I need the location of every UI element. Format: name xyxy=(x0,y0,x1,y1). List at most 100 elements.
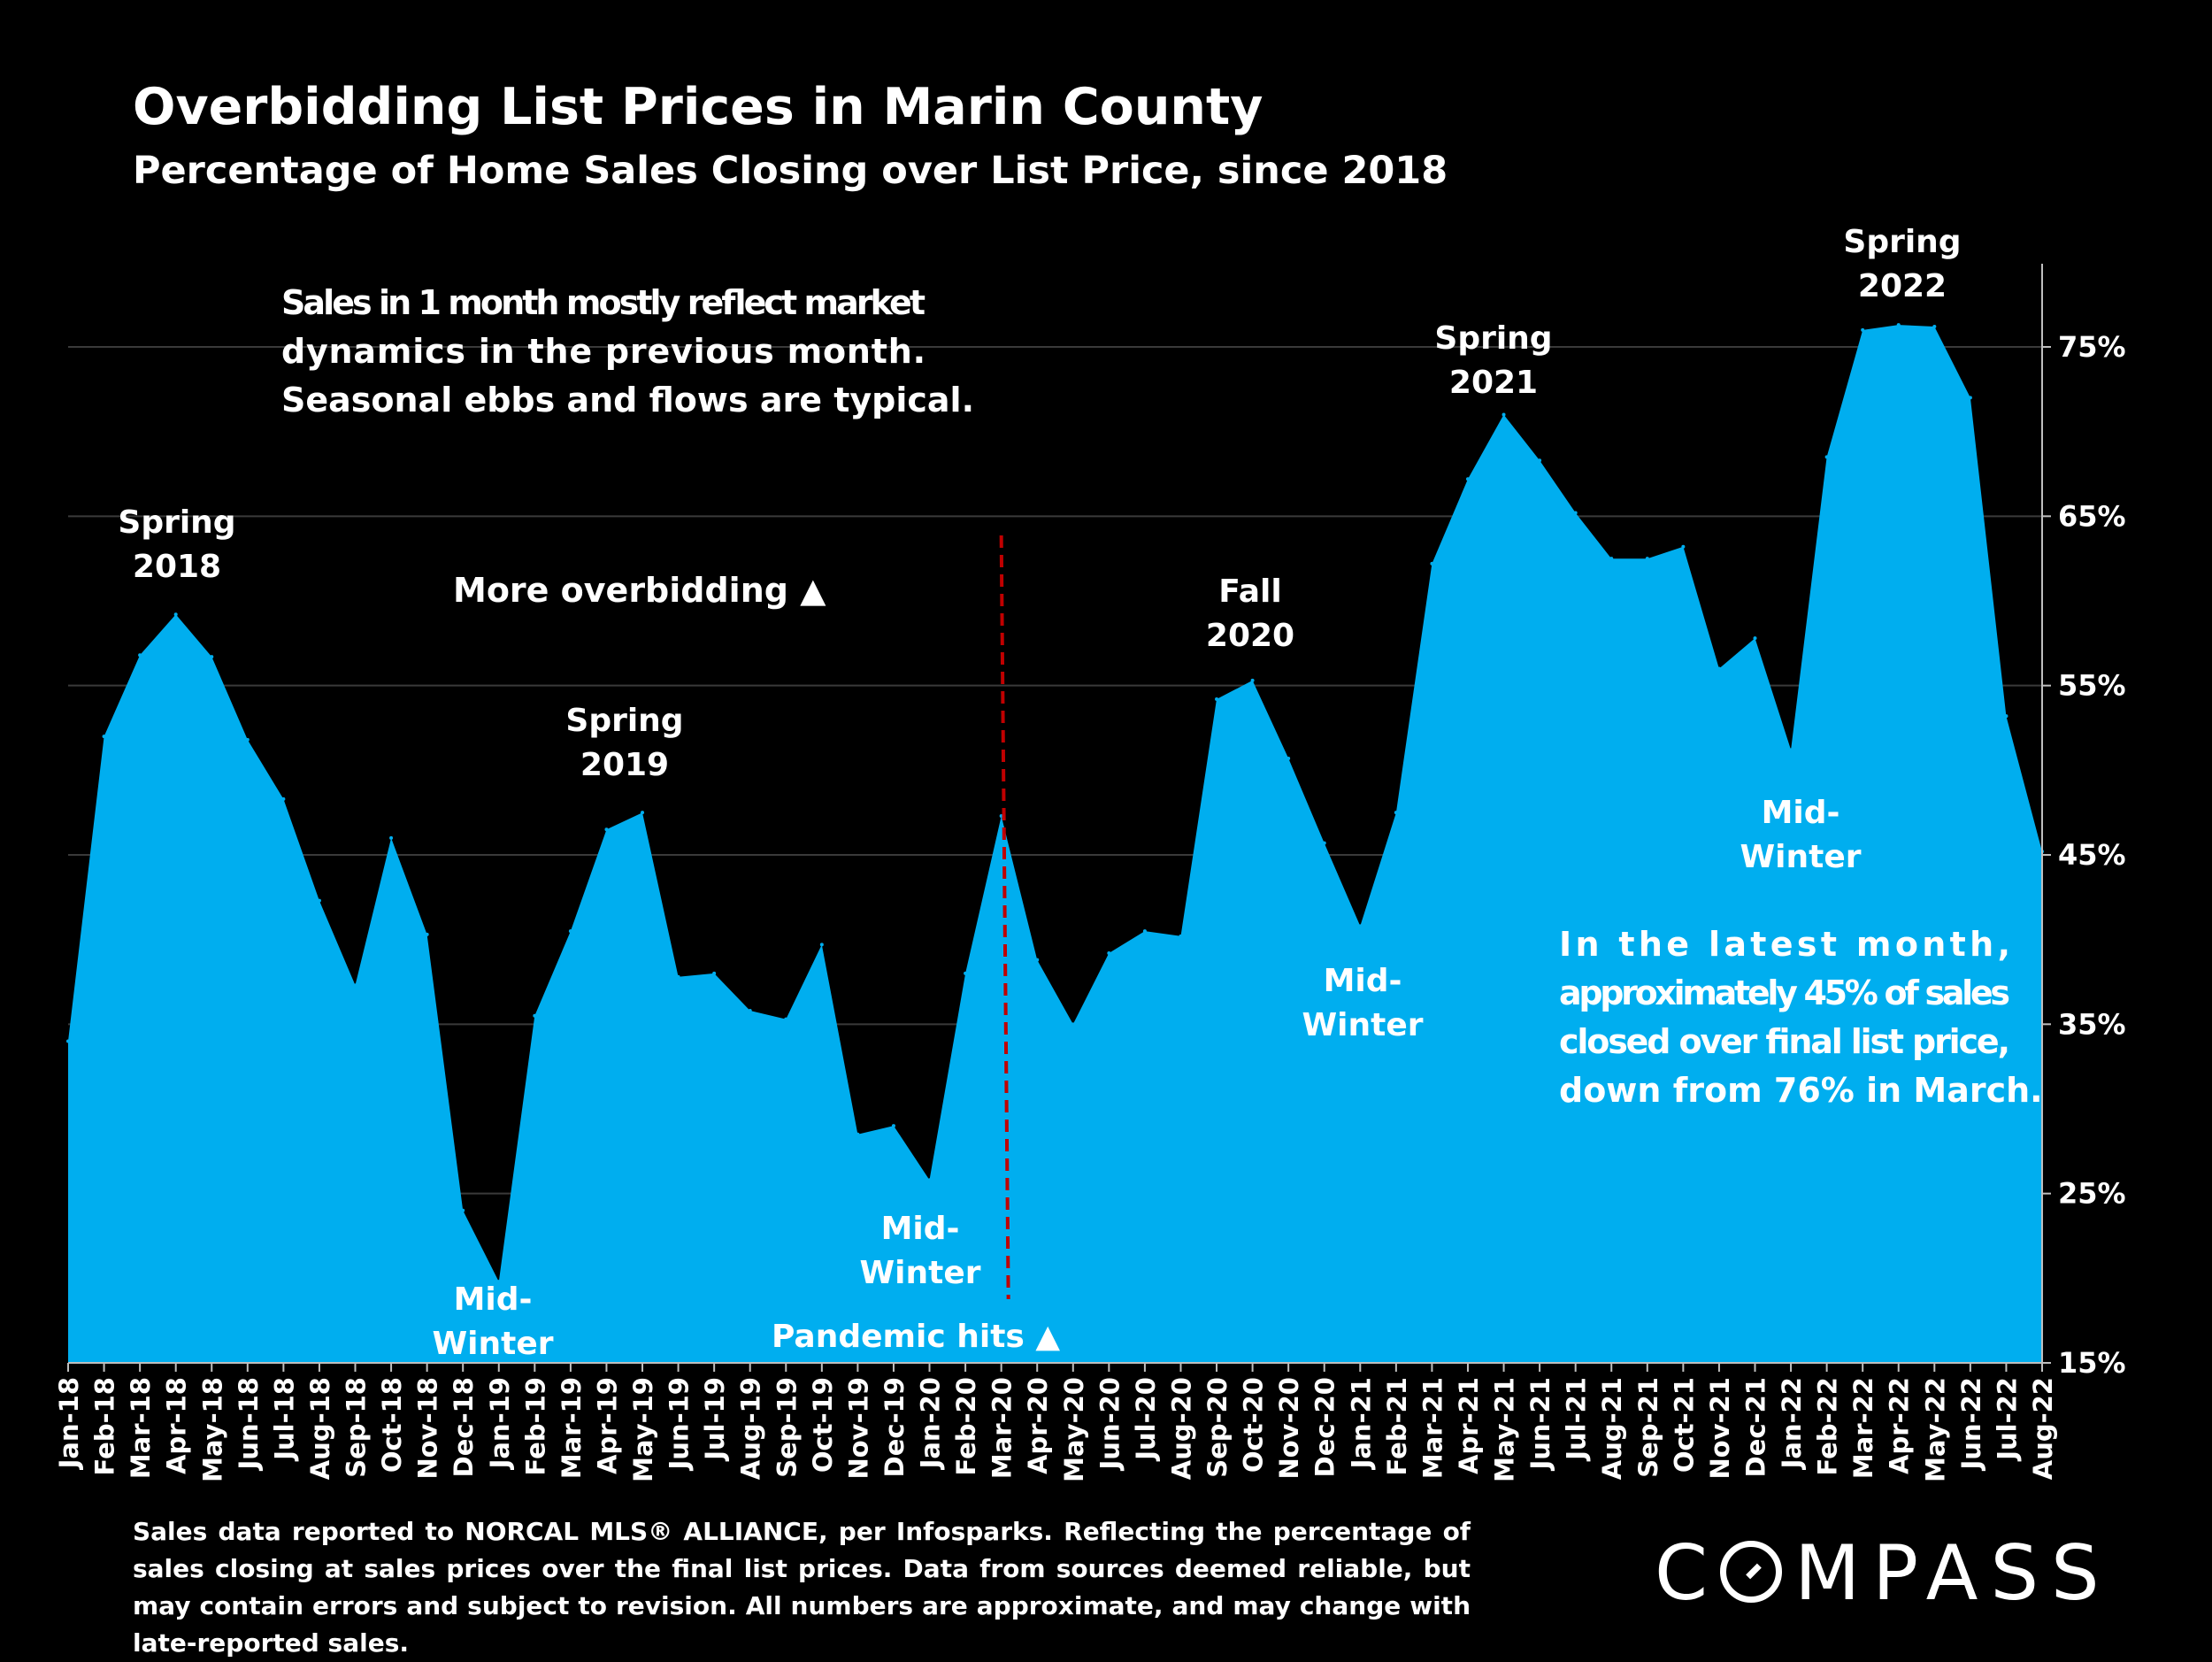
x-tick-label: Mar-18 xyxy=(126,1377,156,1479)
data-point-Nov-18 xyxy=(425,932,429,936)
note-intro-line-2: dynamics in the previous month. xyxy=(281,332,926,371)
data-point-May-18 xyxy=(210,655,214,659)
data-point-May-19 xyxy=(641,811,645,815)
note-intro-line-1: Sales in 1 month mostly reflect market xyxy=(281,283,926,322)
data-point-Sep-18 xyxy=(353,983,357,988)
spring2019-line-1: Spring xyxy=(565,703,683,739)
x-tick-label: Jan-21 xyxy=(1346,1377,1376,1470)
x-tick-label: Apr-19 xyxy=(592,1377,622,1474)
x-tick-label: May-19 xyxy=(628,1377,658,1482)
data-point-Mar-22 xyxy=(1861,327,1865,332)
fall2020-line-2: 2020 xyxy=(1206,618,1294,654)
x-tick-label: Nov-21 xyxy=(1705,1377,1735,1480)
spring2018-line-1: Spring xyxy=(118,504,235,541)
data-point-Sep-20 xyxy=(1215,696,1219,701)
spring2022-line-2: 2022 xyxy=(1858,268,1947,304)
x-tick-label: May-20 xyxy=(1059,1377,1089,1482)
data-point-Jun-18 xyxy=(245,737,250,742)
x-tick-label: Dec-18 xyxy=(449,1377,479,1477)
data-point-May-21 xyxy=(1502,412,1506,417)
data-point-Aug-19 xyxy=(748,1009,752,1013)
data-point-Jan-22 xyxy=(1789,748,1793,752)
x-tick-label: Jul-19 xyxy=(700,1377,730,1462)
data-point-Nov-20 xyxy=(1286,756,1291,760)
x-tick-label: Jul-18 xyxy=(269,1377,299,1462)
x-tick-label: Dec-20 xyxy=(1310,1377,1340,1477)
x-tick-label: Mar-19 xyxy=(557,1377,587,1479)
data-point-Jul-20 xyxy=(1142,929,1147,934)
fall2020-line-1: Fall xyxy=(1218,573,1281,610)
data-point-Apr-20 xyxy=(1035,958,1040,962)
x-tick-label: Jan-22 xyxy=(1777,1377,1807,1470)
x-tick-label: May-21 xyxy=(1490,1377,1520,1482)
data-point-Dec-18 xyxy=(461,1208,465,1212)
data-point-Dec-20 xyxy=(1322,841,1326,845)
spring2022-line-1: Spring xyxy=(1843,224,1961,260)
x-tick-label: Nov-19 xyxy=(843,1377,873,1480)
y-tick-label: 65% xyxy=(2058,499,2126,533)
x-tick-label: Aug-22 xyxy=(2028,1377,2058,1480)
data-point-Feb-19 xyxy=(533,1013,537,1018)
x-tick-label: Mar-22 xyxy=(1848,1377,1878,1479)
pandemic-label: Pandemic hits ▲ xyxy=(772,1319,1060,1355)
x-tick-labels: Jan-18 Feb-18 Mar-18 Apr-18 May-18 Jun-18 Jul-… xyxy=(54,1377,2058,1482)
x-tick-label: Oct-19 xyxy=(808,1377,838,1473)
data-point-Oct-21 xyxy=(1681,544,1686,549)
x-tick-label: Jul-20 xyxy=(1131,1377,1161,1462)
data-point-Jan-18 xyxy=(66,1039,70,1043)
data-point-Oct-20 xyxy=(1250,678,1255,682)
data-point-Jan-19 xyxy=(496,1280,501,1284)
data-point-Jun-22 xyxy=(1968,396,1972,400)
logo-o-icon xyxy=(1720,1541,1783,1603)
latest-line-4: down from 76% in March. xyxy=(1559,1071,2043,1110)
spring2019-line-2: 2019 xyxy=(580,747,669,783)
annotations: Sales in 1 month mostly reflect market d… xyxy=(118,224,2042,1362)
data-point-Sep-21 xyxy=(1645,557,1649,561)
series-area xyxy=(68,325,2042,1364)
data-point-Feb-21 xyxy=(1394,811,1398,815)
x-tick-label: Jan-18 xyxy=(54,1377,84,1470)
data-point-Mar-18 xyxy=(138,653,142,658)
latest-line-2: approximately 45% of sales xyxy=(1559,973,2010,1012)
x-tick-label: Jun-20 xyxy=(1094,1377,1125,1471)
midwinter2-line-2: Winter xyxy=(859,1255,980,1291)
x-tick-label: Feb-19 xyxy=(520,1377,550,1475)
x-tick-label: Jun-22 xyxy=(1956,1377,1986,1471)
x-tick-label: Jan-19 xyxy=(485,1377,515,1470)
x-tick-label: Apr-18 xyxy=(162,1377,192,1474)
compass-logo: C MPASS xyxy=(1655,1529,2112,1618)
data-point-Jul-21 xyxy=(1573,511,1578,515)
logo-text-end: MPASS xyxy=(1794,1529,2112,1618)
chart-subtitle: Percentage of Home Sales Closing over Li… xyxy=(133,149,1448,193)
x-tick-label: Jun-21 xyxy=(1525,1377,1555,1471)
x-tick-label: Sep-19 xyxy=(772,1377,802,1478)
x-tick-label: Dec-19 xyxy=(879,1377,910,1477)
y-tick-label: 15% xyxy=(2058,1346,2126,1380)
data-point-Feb-20 xyxy=(964,971,968,975)
x-tick-label: Jul-22 xyxy=(1992,1377,2022,1462)
more-overbidding-label: More overbidding ▲ xyxy=(453,571,826,610)
data-points xyxy=(66,323,2044,1284)
x-tick-label: Feb-22 xyxy=(1813,1377,1843,1475)
midwinter2-line-1: Mid- xyxy=(881,1211,960,1247)
data-point-Apr-18 xyxy=(173,612,178,617)
spring2018-line-2: 2018 xyxy=(133,549,221,585)
pandemic-marker-line xyxy=(999,535,1010,1300)
midwinter1-line-2: Winter xyxy=(432,1326,553,1362)
y-tick-label: 25% xyxy=(2058,1177,2126,1211)
x-tick-label: Oct-21 xyxy=(1669,1377,1699,1473)
midwinter3-line-2: Winter xyxy=(1302,1007,1423,1043)
spring2021-line-2: 2021 xyxy=(1449,365,1538,401)
x-tick-label: Nov-20 xyxy=(1274,1377,1304,1480)
midwinter4-line-1: Mid- xyxy=(1762,795,1840,831)
x-tick-label: May-18 xyxy=(197,1377,227,1482)
x-tick-label: Apr-21 xyxy=(1454,1377,1484,1474)
x-tick-label: Apr-22 xyxy=(1885,1377,1915,1474)
data-point-Jun-21 xyxy=(1538,458,1542,463)
x-tick-label: May-22 xyxy=(1920,1377,1950,1482)
x-tick-label: Aug-20 xyxy=(1166,1377,1196,1480)
midwinter4-line-2: Winter xyxy=(1740,839,1861,875)
latest-line-3: closed over final list price, xyxy=(1559,1022,2010,1061)
x-tick-label: Jul-21 xyxy=(1562,1377,1592,1462)
data-point-Jun-19 xyxy=(676,974,680,979)
